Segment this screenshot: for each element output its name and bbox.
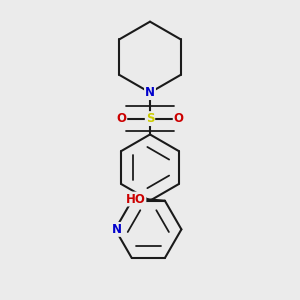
- Text: S: S: [146, 112, 154, 125]
- Text: O: O: [174, 112, 184, 125]
- Text: N: N: [112, 223, 122, 236]
- Text: N: N: [145, 86, 155, 99]
- Text: HO: HO: [125, 193, 146, 206]
- Text: O: O: [116, 112, 126, 125]
